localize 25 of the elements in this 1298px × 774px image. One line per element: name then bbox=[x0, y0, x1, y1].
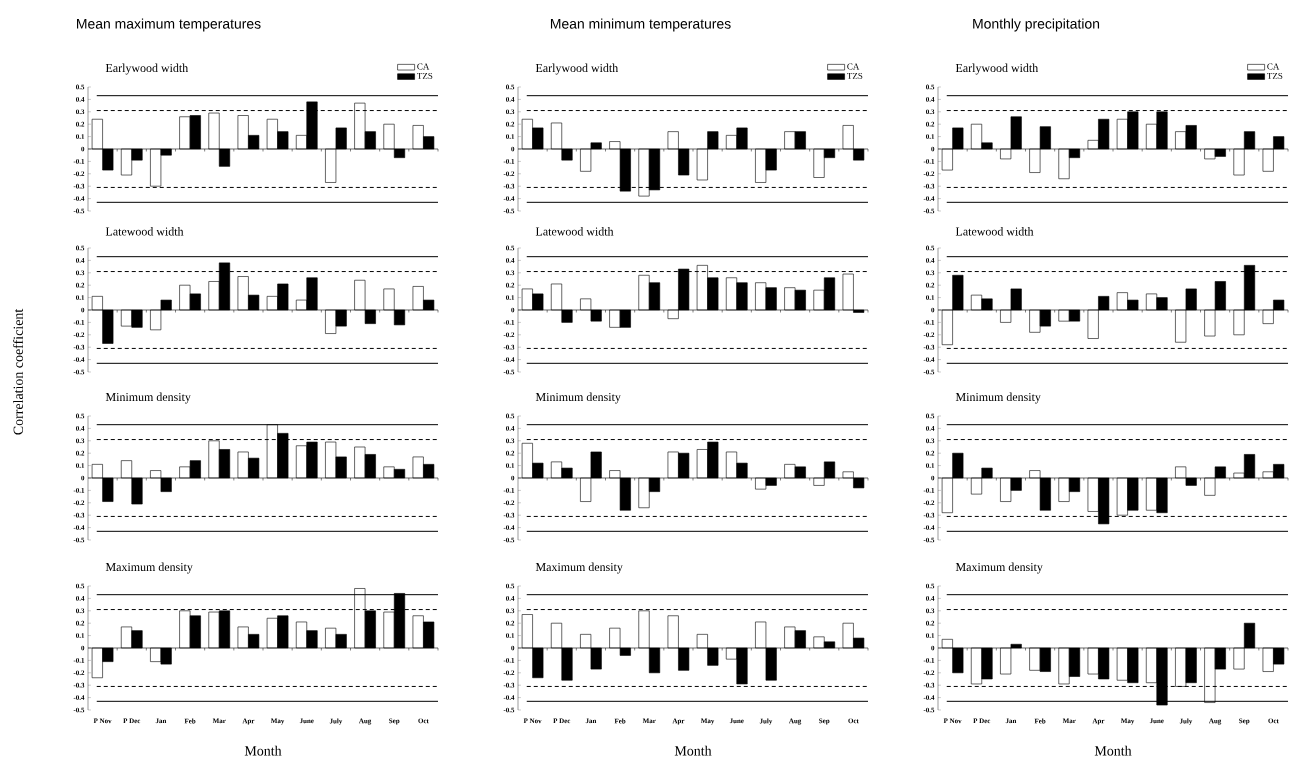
chart-title: Earlywood width bbox=[105, 63, 189, 75]
chart-title: Latewood width bbox=[955, 227, 1034, 236]
chart-title: Earlywood width bbox=[535, 63, 619, 75]
x-axis-title: Month bbox=[1094, 745, 1132, 756]
x-axis-title: Month bbox=[244, 745, 282, 756]
legend-label: TZS bbox=[847, 72, 863, 79]
text: Mean maximum temperatures bbox=[77, 18, 261, 32]
chart-title: Maximum density bbox=[105, 562, 193, 574]
legend-label: CA bbox=[417, 63, 430, 70]
chart-title: Earlywood width bbox=[955, 63, 1039, 75]
chart-title: Latewood width bbox=[535, 227, 614, 236]
legend-label: TZS bbox=[417, 72, 433, 79]
chart-title: Maximum density bbox=[955, 562, 1043, 574]
x-axis-title: Month bbox=[674, 745, 712, 756]
chart-title: Minimum density bbox=[105, 392, 191, 404]
chart-title: Maximum density bbox=[535, 562, 623, 574]
chart-title: Minimum density bbox=[955, 392, 1041, 404]
legend-label: CA bbox=[1267, 63, 1280, 70]
legend-label: TZS bbox=[1267, 72, 1283, 79]
text: Monthly precipitation bbox=[973, 18, 1100, 32]
chart-title: Minimum density bbox=[535, 392, 621, 404]
text: Mean minimum temperatures bbox=[550, 18, 731, 32]
chart-title: Latewood width bbox=[105, 227, 184, 236]
y-axis-title: Correlation coefficient bbox=[13, 308, 23, 435]
legend-label: CA bbox=[847, 63, 860, 70]
